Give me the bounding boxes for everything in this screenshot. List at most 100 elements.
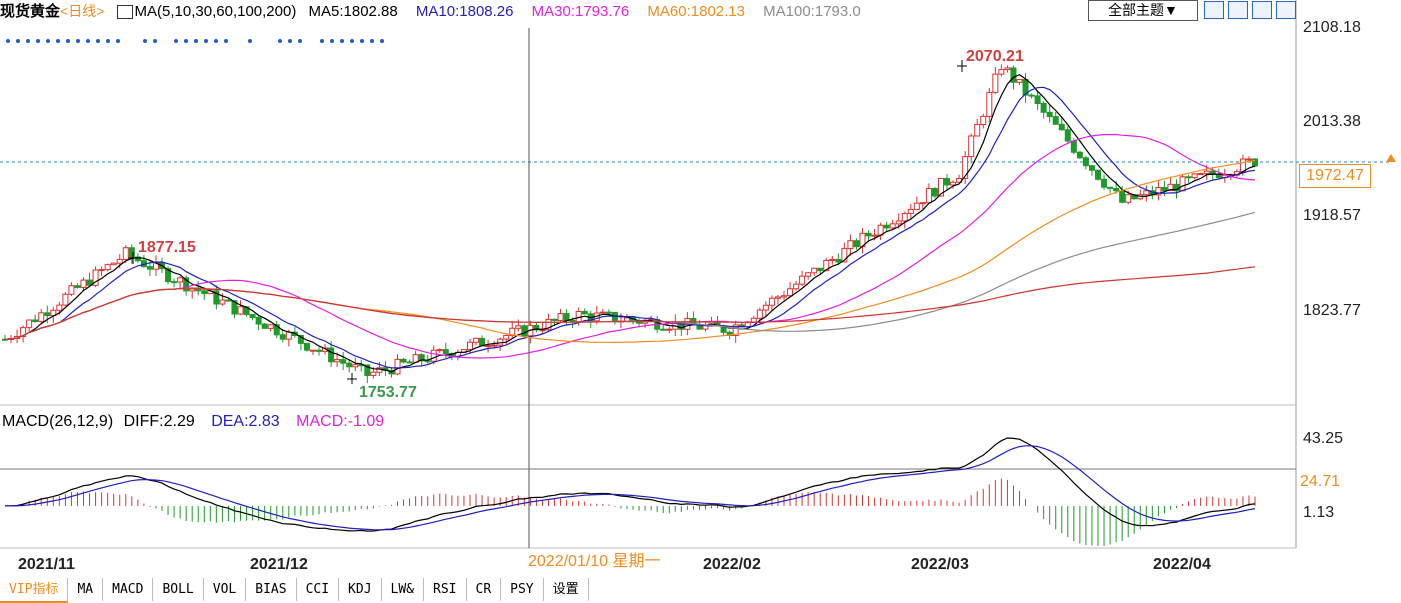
- candle-body: [1197, 173, 1204, 176]
- candle-body: [925, 187, 932, 204]
- low-label: 1753.77: [359, 384, 417, 401]
- tab-vol[interactable]: VOL: [204, 578, 247, 601]
- tab-settings[interactable]: 设置: [544, 578, 589, 601]
- date-label-dec: 2021/12: [250, 556, 308, 573]
- signal-dot: [26, 39, 30, 43]
- candle-body: [267, 324, 274, 329]
- tab-boll[interactable]: BOLL: [153, 578, 204, 601]
- candle-body: [986, 91, 993, 117]
- candle-body: [334, 359, 341, 363]
- candle-body: [122, 247, 129, 260]
- candle-body: [237, 306, 244, 315]
- signal-dot: [116, 39, 120, 43]
- candle-body: [201, 290, 208, 295]
- candle-body: [249, 313, 256, 319]
- candle-body: [557, 313, 564, 321]
- candle-body: [1252, 158, 1258, 167]
- candle-body: [1101, 178, 1108, 188]
- chart-style-icon[interactable]: [1228, 1, 1248, 19]
- signal-dot: [278, 39, 282, 43]
- candle-body: [865, 232, 872, 237]
- tab-kdj[interactable]: KDJ: [339, 578, 382, 601]
- chart-expand-icon[interactable]: [1276, 1, 1296, 19]
- candle-body: [1125, 194, 1132, 203]
- candle-body: [1040, 102, 1047, 113]
- tab-bias[interactable]: BIAS: [246, 578, 297, 601]
- candle-body: [303, 342, 310, 351]
- tab-macd[interactable]: MACD: [103, 578, 154, 601]
- tab-psy[interactable]: PSY: [501, 578, 544, 601]
- signal-dot: [350, 39, 354, 43]
- ma-icon: [116, 5, 133, 20]
- tab-vip[interactable]: VIP指标: [0, 578, 69, 603]
- candle-body: [774, 296, 781, 299]
- candle-body: [515, 325, 522, 329]
- crosshair-tool-icon[interactable]: [1204, 1, 1224, 19]
- theme-dropdown-button[interactable]: 全部主题▼: [1088, 0, 1198, 21]
- date-label-mar: 2022/03: [911, 556, 969, 573]
- candle-body: [68, 285, 75, 295]
- signal-dot: [106, 39, 110, 43]
- candle-body: [944, 177, 951, 186]
- candle-body: [491, 344, 498, 347]
- crosshair-date-tip: 2022/01/10 星期一: [528, 551, 665, 573]
- candle-body: [937, 177, 944, 197]
- signal-dot: [380, 39, 384, 43]
- candle-body: [823, 259, 830, 272]
- tab-rsi[interactable]: RSI: [424, 578, 467, 601]
- period-selector[interactable]: <日线>: [60, 3, 105, 19]
- candle-body: [430, 349, 437, 362]
- candle-body: [1058, 123, 1065, 131]
- candle-body: [364, 364, 371, 376]
- candle-body: [183, 277, 190, 292]
- candle-body: [346, 362, 353, 368]
- ma30-value: MA30:1793.76: [531, 3, 630, 20]
- macd-params: MACD(26,12,9): [2, 413, 113, 430]
- candle-body: [1046, 111, 1053, 118]
- candle-body: [1034, 95, 1041, 104]
- candle-body: [219, 299, 226, 305]
- candle-body: [279, 334, 286, 340]
- chart-layout-icon[interactable]: [1252, 1, 1272, 19]
- candle-body: [316, 349, 323, 352]
- price-tick-1: 2108.18: [1303, 19, 1361, 36]
- signal-dot: [56, 39, 60, 43]
- tab-cr[interactable]: CR: [467, 578, 502, 601]
- candle-body: [225, 299, 232, 302]
- date-label-nov: 2021/11: [18, 556, 75, 573]
- candle-body: [799, 275, 806, 285]
- candle-body: [1088, 165, 1095, 171]
- candle-body: [1052, 116, 1059, 125]
- low-marker-icon: [347, 373, 357, 384]
- signal-dot: [194, 39, 198, 43]
- candle-body: [817, 267, 824, 272]
- candle-body: [189, 287, 196, 292]
- ma-title: MA(5,10,30,60,100,200): [134, 3, 297, 20]
- candle-body: [1107, 186, 1114, 189]
- signal-dot: [76, 39, 80, 43]
- date-label-apr: 2022/04: [1153, 556, 1211, 573]
- candle-body: [768, 297, 775, 306]
- candle-body: [841, 247, 848, 263]
- candle-body: [847, 240, 854, 249]
- candle-body: [1179, 176, 1186, 192]
- candle-body: [811, 267, 818, 274]
- candle-body: [92, 269, 99, 286]
- candle-body: [165, 268, 172, 283]
- candle-body: [756, 309, 763, 319]
- candle-body: [394, 358, 401, 375]
- ma100-line: [4, 211, 1256, 340]
- macd-diff: DIFF:2.29: [124, 413, 195, 430]
- candle-body: [835, 258, 842, 263]
- tab-ma[interactable]: MA: [68, 578, 104, 601]
- ma100-value: MA100:1793.0: [763, 3, 861, 20]
- tab-cci[interactable]: CCI: [297, 578, 340, 601]
- candle-body: [780, 295, 787, 298]
- price-tick-4: 1823.77: [1303, 302, 1361, 319]
- candle-body: [545, 318, 552, 331]
- tab-lw[interactable]: LW&: [382, 578, 425, 601]
- candle-body: [901, 212, 908, 222]
- current-price-marker-icon: [1386, 154, 1396, 162]
- candle-body: [660, 328, 667, 331]
